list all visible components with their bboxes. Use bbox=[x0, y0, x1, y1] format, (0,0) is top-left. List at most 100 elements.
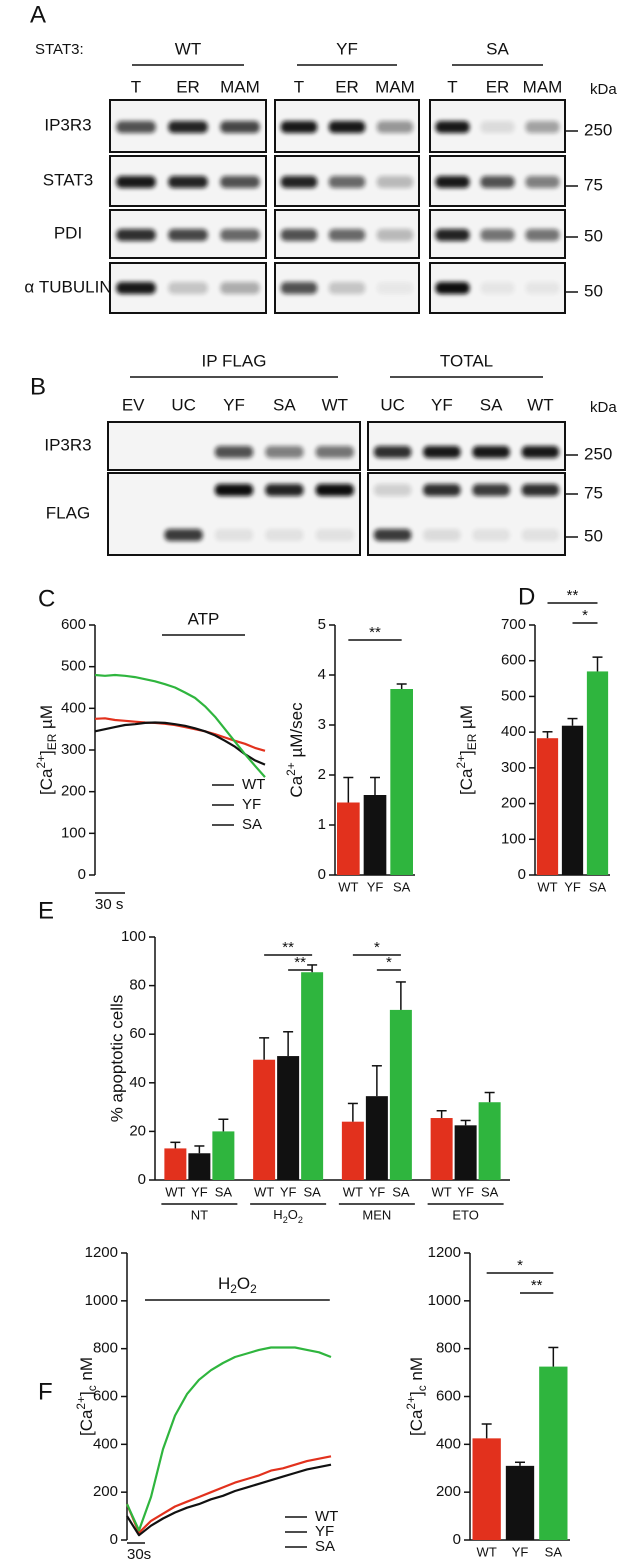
bar bbox=[277, 1056, 300, 1180]
y-tick-label: 0 bbox=[78, 866, 86, 883]
y-tick-label: 200 bbox=[501, 795, 526, 812]
label-part: O bbox=[288, 1207, 298, 1222]
panel-label: E bbox=[38, 897, 54, 924]
annotation-label: ATP bbox=[188, 609, 220, 628]
x-tick-label: WT bbox=[537, 879, 557, 894]
label-part: O bbox=[237, 1274, 250, 1293]
y-tick-label: 400 bbox=[93, 1435, 118, 1452]
error-bar bbox=[396, 683, 407, 689]
label-part: 2+ bbox=[454, 755, 468, 769]
lane-label: T bbox=[131, 77, 141, 96]
y-tick-label: 1000 bbox=[85, 1292, 118, 1309]
band bbox=[214, 484, 254, 496]
panel-label: F bbox=[38, 1378, 53, 1405]
significance-label: ** bbox=[282, 939, 294, 956]
y-tick-label: 100 bbox=[121, 928, 146, 945]
bar bbox=[430, 1118, 453, 1180]
legend-label: WT bbox=[315, 1508, 338, 1525]
significance-label: * bbox=[517, 1257, 523, 1274]
significance-label: ** bbox=[531, 1277, 543, 1294]
x-tick-label: WT bbox=[343, 1184, 363, 1199]
band bbox=[168, 176, 208, 188]
y-tick-label: 40 bbox=[129, 1074, 146, 1091]
band bbox=[423, 529, 461, 541]
scale-bar-label: 30 s bbox=[95, 896, 123, 913]
error-bar bbox=[218, 1118, 229, 1132]
bar bbox=[561, 725, 584, 875]
band bbox=[280, 121, 318, 133]
y-tick-label: 100 bbox=[61, 824, 86, 841]
x-tick-label: YF bbox=[367, 879, 384, 894]
x-tick-label: SA bbox=[393, 879, 411, 894]
y-tick-label: 0 bbox=[318, 866, 326, 883]
protein-label: STAT3: bbox=[35, 41, 84, 58]
label-part: 2 bbox=[250, 1282, 257, 1296]
bar bbox=[539, 1366, 568, 1540]
bar bbox=[389, 1009, 412, 1180]
unit-label: kDa bbox=[590, 399, 617, 416]
lane-label: UC bbox=[380, 395, 405, 414]
band bbox=[116, 176, 156, 188]
band bbox=[521, 446, 560, 458]
y-axis-label: [Ca2+]ER µM bbox=[454, 705, 479, 795]
marker-label: 250 bbox=[584, 120, 612, 139]
band bbox=[265, 484, 304, 496]
error-bar bbox=[347, 1102, 358, 1122]
band bbox=[280, 229, 318, 241]
label-part: µM bbox=[37, 705, 56, 734]
marker-label: 75 bbox=[584, 175, 603, 194]
label-part: [Ca bbox=[77, 1409, 96, 1436]
band bbox=[373, 446, 412, 458]
label-part: nM bbox=[77, 1357, 96, 1385]
x-tick-label: YF bbox=[457, 1184, 474, 1199]
lane-label: SA bbox=[480, 395, 503, 414]
group-label: TOTAL bbox=[440, 351, 493, 370]
y-tick-label: 600 bbox=[61, 616, 86, 633]
y-tick-label: 400 bbox=[436, 1435, 461, 1452]
band bbox=[376, 282, 414, 294]
band bbox=[214, 446, 254, 458]
band bbox=[214, 529, 254, 541]
legend-label: WT bbox=[242, 776, 265, 793]
error-bar bbox=[460, 1119, 471, 1126]
band bbox=[280, 282, 318, 294]
band bbox=[435, 282, 470, 294]
lane-label: YF bbox=[223, 395, 245, 414]
band bbox=[116, 121, 156, 133]
bar bbox=[253, 1059, 276, 1180]
unit-label: kDa bbox=[590, 81, 617, 98]
error-bar bbox=[259, 1037, 270, 1060]
x-tick-label: WT bbox=[338, 879, 358, 894]
scale-bar-label: 30s bbox=[127, 1546, 151, 1563]
label-part: ] bbox=[457, 750, 476, 755]
bar bbox=[536, 738, 559, 875]
label-part: µM/sec bbox=[287, 702, 306, 762]
x-tick-label: WT bbox=[432, 1184, 452, 1199]
label-part: Ca bbox=[287, 775, 306, 797]
x-tick-label: WT bbox=[477, 1544, 497, 1559]
label-part: ER bbox=[45, 733, 59, 750]
data-line bbox=[126, 1463, 332, 1537]
error-bar bbox=[567, 717, 578, 726]
lane-label: T bbox=[447, 77, 457, 96]
band bbox=[525, 229, 560, 241]
band bbox=[521, 529, 560, 541]
significance-label: * bbox=[386, 954, 392, 971]
band bbox=[525, 176, 560, 188]
label-part: H bbox=[273, 1207, 282, 1222]
legend-label: SA bbox=[315, 1538, 335, 1555]
y-axis-label: [Ca2+]c nM bbox=[404, 1357, 429, 1436]
band bbox=[164, 529, 203, 541]
label-part: c bbox=[415, 1385, 429, 1391]
band bbox=[376, 176, 414, 188]
band bbox=[315, 484, 354, 496]
x-tick-label: YF bbox=[512, 1544, 529, 1559]
lane-label: UC bbox=[171, 395, 196, 414]
label-part: 2 bbox=[283, 1215, 288, 1225]
bar bbox=[454, 1125, 477, 1180]
legend-label: YF bbox=[242, 796, 261, 813]
y-axis-label: [Ca2+]ER µM bbox=[34, 705, 59, 795]
band bbox=[525, 282, 560, 294]
error-bar bbox=[484, 1091, 495, 1103]
band bbox=[472, 446, 510, 458]
